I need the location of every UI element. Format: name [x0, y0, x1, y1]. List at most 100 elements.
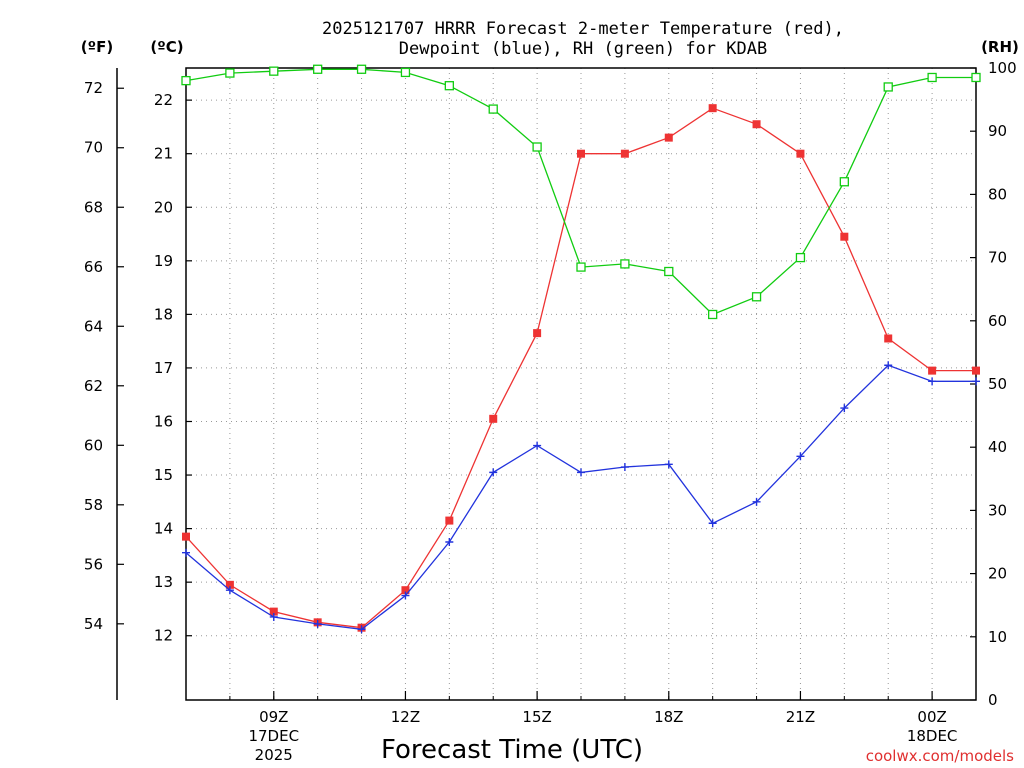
rh-point	[751, 292, 762, 302]
dewpoint-point	[664, 460, 673, 469]
dewpoint-point	[313, 619, 322, 628]
rh-point	[225, 68, 235, 78]
celsius-tick-label: 21	[154, 145, 173, 163]
celsius-unit-label: (ºC)	[150, 38, 183, 56]
time-tick-label: 21Z	[786, 708, 815, 726]
time-tick-label: 00Z	[917, 708, 946, 726]
dewpoint-point	[796, 452, 805, 461]
fahrenheit-tick-label: 56	[84, 555, 103, 573]
dewpoint-point	[708, 519, 717, 528]
dewpoint-point	[357, 625, 366, 634]
rh-point	[927, 72, 937, 83]
x-axis-title: Forecast Time (UTC)	[381, 735, 643, 765]
rh-point	[313, 64, 323, 74]
fahrenheit-tick-label: 60	[84, 436, 103, 454]
rh-point	[620, 259, 630, 269]
rh-point	[664, 266, 674, 277]
dewpoint-point	[577, 468, 585, 477]
gridlines	[186, 68, 976, 700]
dewpoint-point	[840, 404, 849, 413]
time-tick-label: 12Z	[391, 708, 420, 726]
dewpoint-line	[185, 364, 976, 630]
rh-tick-label: 0	[988, 691, 998, 709]
celsius-axis: 12 13 14 15 16 17 18 19 20 21 22	[154, 91, 192, 645]
chart-title-line1: 2025121707 HRRR Forecast 2-meter Tempera…	[322, 19, 844, 39]
dewpoint-point	[972, 377, 980, 386]
source-credit: coolwx.com/models	[866, 747, 1014, 765]
fahrenheit-tick-label: 54	[84, 615, 103, 633]
temperature-point	[664, 133, 673, 142]
fahrenheit-tick-label: 68	[84, 198, 103, 216]
time-tick-label: 09Z	[259, 708, 288, 726]
rh-point	[269, 66, 279, 76]
rh-point	[883, 82, 893, 92]
temperature-point	[928, 366, 937, 375]
dewpoint-point	[533, 441, 542, 450]
dewpoint-point	[928, 377, 937, 386]
rh-tick-label: 50	[988, 375, 1007, 393]
dewpoint-point	[269, 612, 278, 621]
rh-tick-label: 10	[988, 628, 1007, 646]
celsius-tick-label: 14	[154, 520, 173, 538]
time-year-label: 2025	[255, 746, 293, 764]
celsius-tick-label: 22	[154, 91, 173, 109]
celsius-tick-label: 19	[154, 252, 173, 270]
rh-point	[839, 177, 849, 187]
rh-tick-label: 60	[988, 312, 1007, 330]
chart-title-line2: Dewpoint (blue), RH (green) for KDAB	[399, 39, 767, 59]
rh-tick-label: 100	[988, 59, 1017, 77]
dewpoint-point	[182, 548, 190, 557]
temperature-point	[752, 120, 761, 129]
rh-point	[708, 309, 718, 320]
temperature-point	[620, 149, 629, 158]
rh-point	[181, 75, 191, 86]
fahrenheit-axis: 54 56 58 60 62 64 66 68 70 72	[84, 79, 124, 633]
temperature-point	[182, 532, 190, 541]
dewpoint-point	[620, 463, 629, 472]
temperature-point	[708, 104, 717, 113]
rh-tick-label: 30	[988, 501, 1007, 519]
rh-tick-label: 90	[988, 122, 1007, 140]
rh-point	[795, 252, 806, 263]
celsius-tick-label: 17	[154, 359, 173, 377]
celsius-tick-label: 18	[154, 305, 173, 323]
rh-tick-label: 40	[988, 438, 1007, 456]
celsius-tick-label: 15	[154, 466, 173, 484]
temperature-point	[972, 366, 980, 375]
rh-unit-label: (RH)	[981, 38, 1019, 56]
series-layer	[181, 64, 981, 634]
time-date-label: 18DEC	[907, 727, 958, 745]
dewpoint-point	[225, 586, 234, 595]
fahrenheit-tick-label: 70	[84, 139, 103, 157]
time-tick-label: 15Z	[522, 708, 551, 726]
dewpoint-point	[445, 538, 454, 546]
fahrenheit-tick-label: 72	[84, 79, 103, 97]
rh-point	[444, 81, 454, 91]
rh-axis: 0 10 20 30 40 50 60 70 80 90 100	[970, 59, 1017, 709]
rh-tick-label: 70	[988, 249, 1007, 267]
celsius-tick-label: 16	[154, 412, 173, 430]
dewpoint-point	[752, 497, 761, 506]
temperature-point	[489, 414, 498, 423]
fahrenheit-unit-label: (ºF)	[81, 38, 113, 56]
dewpoint-point	[489, 468, 498, 477]
rh-point	[356, 64, 367, 74]
temperature-point	[269, 607, 278, 616]
rh-line	[185, 68, 976, 316]
temperature-point	[577, 149, 585, 158]
temperature-point	[401, 586, 410, 595]
fahrenheit-tick-label: 58	[84, 496, 103, 514]
rh-point	[532, 142, 542, 152]
rh-point	[576, 262, 586, 272]
temperature-point	[445, 516, 454, 525]
temperature-point	[533, 329, 542, 338]
fahrenheit-tick-label: 64	[84, 317, 103, 335]
temperature-point	[225, 580, 234, 589]
fahrenheit-tick-label: 62	[84, 377, 103, 395]
time-tick-label: 18Z	[654, 708, 683, 726]
fahrenheit-tick-label: 66	[84, 258, 103, 276]
rh-tick-label: 80	[988, 185, 1007, 203]
time-date-label: 17DEC	[248, 727, 299, 745]
